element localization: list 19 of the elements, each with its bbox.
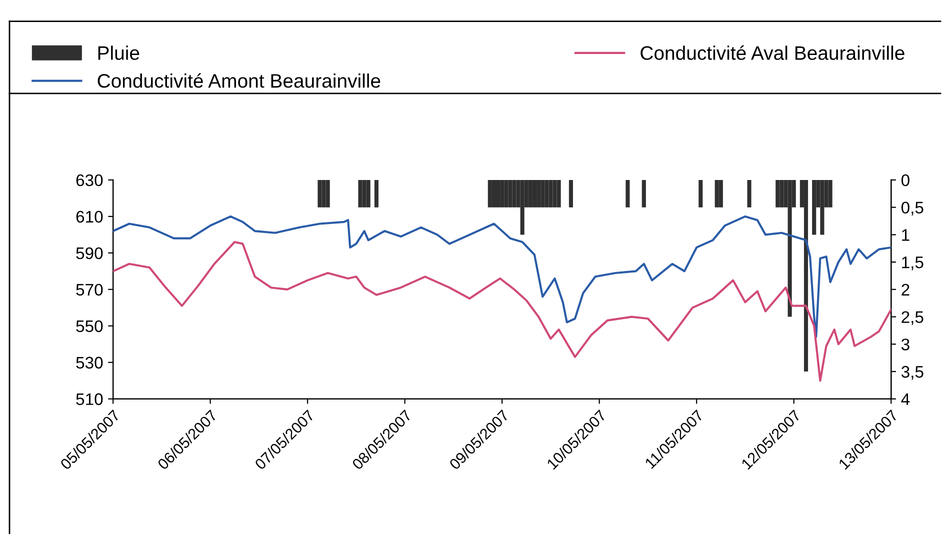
y2-tick-label: 4 <box>901 393 910 405</box>
legend-label: Pluie <box>98 46 140 60</box>
y-tick-label: 610 <box>76 210 103 223</box>
y-tick-label: 630 <box>76 174 103 186</box>
y-tick-label: 510 <box>76 393 103 406</box>
y2-tick-label: 0 <box>901 174 910 186</box>
y-tick-label: 570 <box>76 284 103 296</box>
y2-tick-label: 2 <box>902 284 910 296</box>
y-tick-label: 550 <box>76 320 103 332</box>
y2-tick-label: 3,5 <box>901 366 924 380</box>
y-tick-label: 530 <box>76 356 103 369</box>
y2-tick-label: 3 <box>901 338 910 350</box>
legend-label: Conductivité Aval Beaurainville <box>640 45 904 60</box>
y2-tick-label: 2,5 <box>902 311 924 325</box>
y2-tick-label: 0,5 <box>901 202 924 216</box>
y2-tick-label: 1,5 <box>902 256 924 270</box>
legend-label: Conductivité Amont Beaurainville <box>98 73 380 88</box>
y-tick-label: 590 <box>76 247 103 260</box>
y2-tick-label: 1 <box>902 229 910 241</box>
